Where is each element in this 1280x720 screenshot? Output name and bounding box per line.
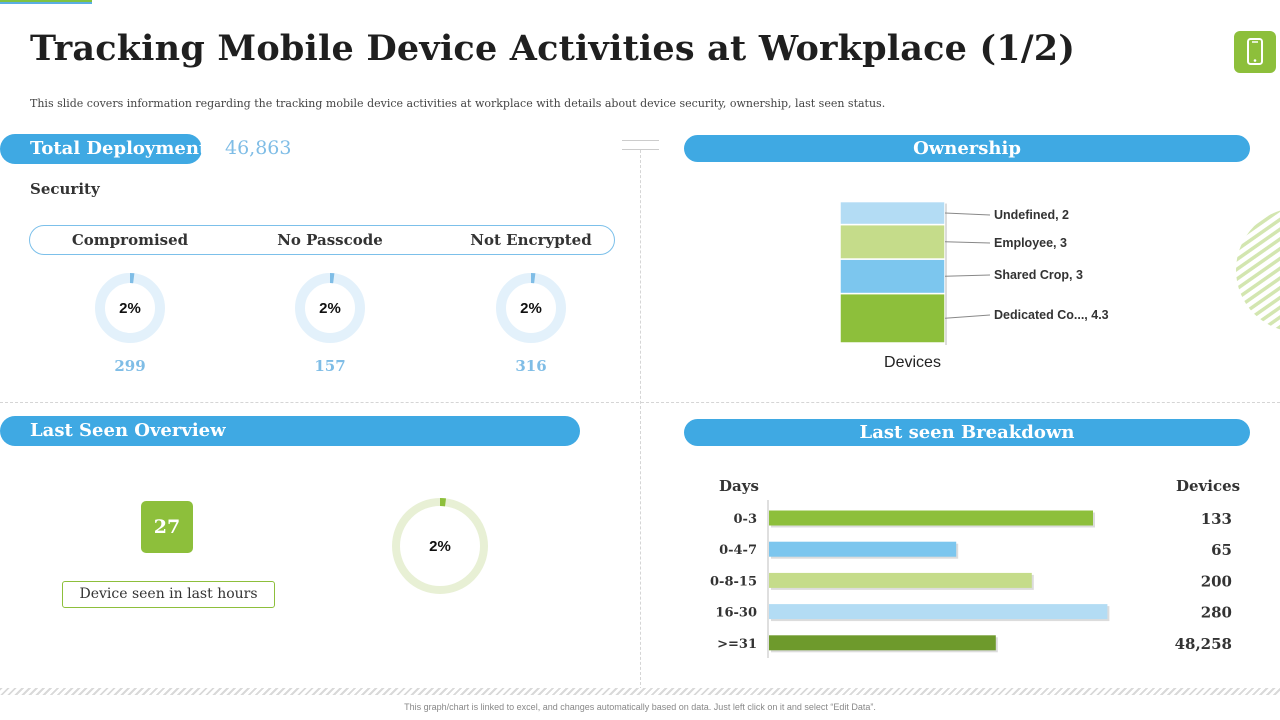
breakdown-value-label: 48,258	[1175, 635, 1232, 653]
compromised-donut: 2%	[95, 273, 165, 343]
security-heading: Security	[30, 180, 100, 198]
mobile-phone-icon	[1234, 31, 1276, 73]
security-donuts: 2% 2% 2%	[95, 273, 566, 343]
ownership-label: Shared Crop, 3	[994, 268, 1083, 282]
breakdown-category-label: 0-4-7	[719, 543, 757, 558]
ownership-segment	[839, 223, 946, 260]
donut-percent-label: 2%	[119, 300, 141, 317]
breakdown-category-label: 0-3	[734, 512, 758, 527]
not-encrypted-donut: 2%	[496, 273, 566, 343]
ownership-segment	[839, 200, 946, 226]
donut-percent-label: 2%	[319, 300, 341, 317]
divider-ornament	[622, 140, 659, 150]
breakdown-value-label: 280	[1201, 604, 1232, 622]
last-seen-donut: 2%	[392, 498, 488, 594]
last-seen-donut-wrap: 2%	[392, 498, 488, 594]
bar-shadow	[945, 203, 947, 345]
vertical-divider	[640, 150, 641, 690]
ownership-leader-line	[944, 241, 991, 244]
compromised-label: Compromised	[71, 231, 189, 249]
ownership-stacked-bar: Dedicated Co..., 4.3 Shared Crop, 3 Employ…	[839, 200, 1109, 371]
last-seen-breakdown-header: Last seen Breakdown	[684, 419, 1250, 446]
footer-note: This graph/chart is linked to excel, and…	[404, 702, 876, 712]
breakdown-bar	[769, 604, 1108, 620]
breakdown-bar	[769, 635, 996, 651]
breakdown-bar	[769, 510, 1093, 526]
ownership-label: Dedicated Co..., 4.3	[994, 308, 1109, 322]
footer-band	[0, 688, 1280, 695]
ownership-leader-line	[944, 274, 991, 277]
compromised-count: 299	[114, 357, 146, 375]
donut-percent-label: 2%	[429, 538, 451, 555]
horizontal-divider	[0, 402, 1280, 403]
ownership-label: Undefined, 2	[994, 208, 1069, 222]
ownership-axis-label: Devices	[884, 354, 941, 371]
security-labels-box	[29, 225, 615, 255]
ownership-header: Ownership	[684, 135, 1250, 162]
page-subtitle: This slide covers information regarding …	[30, 97, 886, 110]
seen-count-badge: 27	[141, 501, 193, 553]
breakdown-category-label: 16-30	[715, 606, 757, 621]
ownership-segment	[839, 292, 946, 344]
breakdown-value-label: 200	[1201, 572, 1232, 590]
breakdown-bar-chart: 0-3 133 0-4-7 65 0-8-15 200 16-30 280 >=31 48,258	[710, 500, 1232, 658]
no-passcode-donut: 2%	[295, 273, 365, 343]
breakdown-days-heading: Days	[719, 477, 759, 495]
page-title: Tracking Mobile Device Activities at Wor…	[30, 28, 1076, 69]
donut-percent-label: 2%	[520, 300, 542, 317]
breakdown-category-label: 0-8-15	[710, 574, 757, 589]
breakdown-category-label: >=31	[717, 637, 757, 652]
ownership-leader-line	[944, 212, 991, 216]
last-seen-overview-header: Last Seen Overview	[0, 416, 580, 446]
total-deployment-header: Total Deployment	[0, 134, 207, 164]
breakdown-value-label: 133	[1201, 510, 1232, 528]
top-accent-line	[0, 0, 92, 4]
decorative-hatched-circle	[1236, 208, 1280, 332]
not-encrypted-count: 316	[515, 357, 547, 375]
no-passcode-label: No Passcode	[277, 231, 383, 249]
breakdown-bar	[769, 572, 1032, 588]
ownership-leader-line	[944, 314, 991, 319]
breakdown-bar	[769, 541, 957, 557]
no-passcode-count: 157	[314, 357, 346, 375]
total-deployment-value: 46,863	[225, 137, 292, 159]
ownership-label: Employee, 3	[994, 236, 1067, 250]
ownership-segment	[839, 258, 946, 295]
breakdown-value-label: 65	[1211, 541, 1232, 559]
not-encrypted-label: Not Encrypted	[470, 231, 592, 249]
seen-caption: Device seen in last hours	[62, 581, 275, 608]
breakdown-devices-heading: Devices	[1176, 477, 1241, 495]
